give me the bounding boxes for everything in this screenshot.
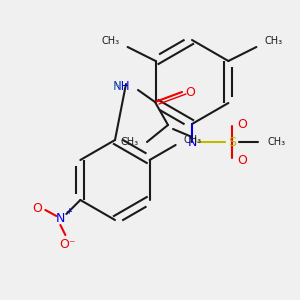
Text: CH₃: CH₃ — [268, 137, 286, 147]
Text: N: N — [187, 136, 197, 148]
Text: +: + — [65, 208, 72, 217]
Text: S: S — [228, 136, 236, 148]
Text: O⁻: O⁻ — [59, 238, 76, 250]
Text: O: O — [237, 118, 247, 130]
Text: H: H — [113, 80, 122, 94]
Text: CH₃: CH₃ — [264, 36, 283, 46]
Text: NH: NH — [112, 80, 130, 94]
Text: O: O — [237, 154, 247, 166]
Text: N: N — [56, 212, 65, 224]
Text: CH₃: CH₃ — [184, 135, 202, 145]
Text: O: O — [185, 85, 195, 98]
Text: O: O — [32, 202, 42, 214]
Text: CH₃: CH₃ — [121, 137, 139, 147]
Text: CH₃: CH₃ — [101, 36, 120, 46]
